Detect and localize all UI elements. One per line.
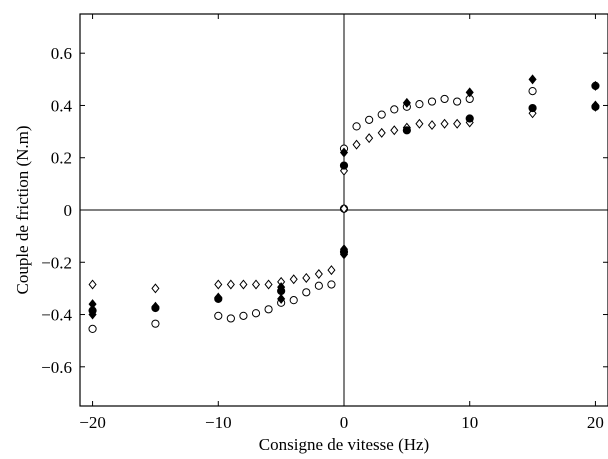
filled-diamond-point <box>465 87 474 98</box>
open-diamond-point <box>339 165 349 176</box>
open-diamond-point <box>427 120 437 131</box>
open-diamond-point <box>239 279 248 290</box>
filled-diamond-point <box>528 74 537 85</box>
x-tick-label: 0 <box>340 413 349 432</box>
open-diamond-point <box>226 279 235 290</box>
filled-diamond-point <box>214 292 223 303</box>
open-diamond-point <box>251 279 261 290</box>
filled-diamond-point <box>151 301 160 312</box>
y-tick-label: −0.6 <box>41 358 72 377</box>
open-circle-point <box>377 110 386 119</box>
filled-diamond-point <box>277 282 286 293</box>
filled-circle-point <box>339 161 349 170</box>
open-diamond-point <box>88 279 97 290</box>
x-tick-label: 20 <box>587 413 604 432</box>
open-circle-point <box>239 311 248 320</box>
open-diamond-point <box>415 118 424 129</box>
open-diamond-point <box>453 118 462 129</box>
open-diamond-point <box>327 265 336 276</box>
y-tick-label: 0 <box>64 201 73 220</box>
open-circle-point <box>365 115 374 124</box>
open-circle-point <box>226 314 235 323</box>
filled-diamond-point <box>88 299 97 310</box>
y-tick-label: 0.6 <box>51 44 72 63</box>
y-tick-label: −0.2 <box>41 253 72 272</box>
open-diamond-point <box>302 272 311 283</box>
x-tick-label: 10 <box>461 413 478 432</box>
x-tick-label: −20 <box>79 413 106 432</box>
filled-diamond-point <box>339 147 349 158</box>
open-circle-point <box>251 309 261 318</box>
open-diamond-point <box>289 274 298 285</box>
open-diamond-point <box>214 279 223 290</box>
open-circle-point <box>327 280 336 289</box>
open-diamond-point <box>440 118 449 129</box>
open-circle-point <box>151 319 160 328</box>
open-circle-point <box>390 105 399 114</box>
x-tick-label: −10 <box>205 413 232 432</box>
open-circle-point <box>352 122 361 131</box>
open-circle-point <box>314 281 323 290</box>
y-tick-label: 0.4 <box>51 96 73 115</box>
data-markers <box>88 74 600 334</box>
filled-circle-point <box>528 103 537 113</box>
filled-circle-point <box>402 126 411 135</box>
open-circle-point <box>88 324 97 334</box>
filled-circle-point <box>465 114 474 123</box>
y-axis-label: Couple de friction (N.m) <box>13 125 32 294</box>
open-circle-point <box>302 288 311 297</box>
filled-diamond-point <box>591 80 600 91</box>
open-diamond-point <box>314 269 323 280</box>
y-tick-label: 0.2 <box>51 149 72 168</box>
open-diamond-point <box>339 203 349 214</box>
filled-diamond-point <box>88 309 97 320</box>
x-axis-label: Consigne de vitesse (Hz) <box>259 435 429 454</box>
open-circle-point <box>289 296 298 305</box>
open-circle-point <box>415 100 424 109</box>
open-diamond-point <box>390 125 399 136</box>
open-diamond-point <box>377 127 386 138</box>
open-circle-point <box>264 305 273 314</box>
open-circle-point <box>214 311 223 320</box>
open-circle-point <box>427 97 437 106</box>
filled-diamond-point <box>339 249 349 260</box>
open-circle-point <box>440 94 449 104</box>
open-diamond-point <box>264 279 273 290</box>
open-circle-point <box>528 86 537 96</box>
filled-diamond-point <box>277 293 286 304</box>
open-diamond-point <box>151 283 160 294</box>
y-axis-ticks: −0.6 −0.4 −0.2 0 0.2 0.4 0.6 <box>41 44 608 377</box>
x-axis-ticks: −20 −10 0 10 20 <box>79 14 604 432</box>
y-tick-label: −0.4 <box>41 306 72 325</box>
open-diamond-point <box>352 139 361 150</box>
open-circle-point <box>453 97 462 106</box>
open-diamond-point <box>365 133 374 144</box>
filled-diamond-point <box>402 97 411 108</box>
filled-diamond-point <box>591 100 600 111</box>
